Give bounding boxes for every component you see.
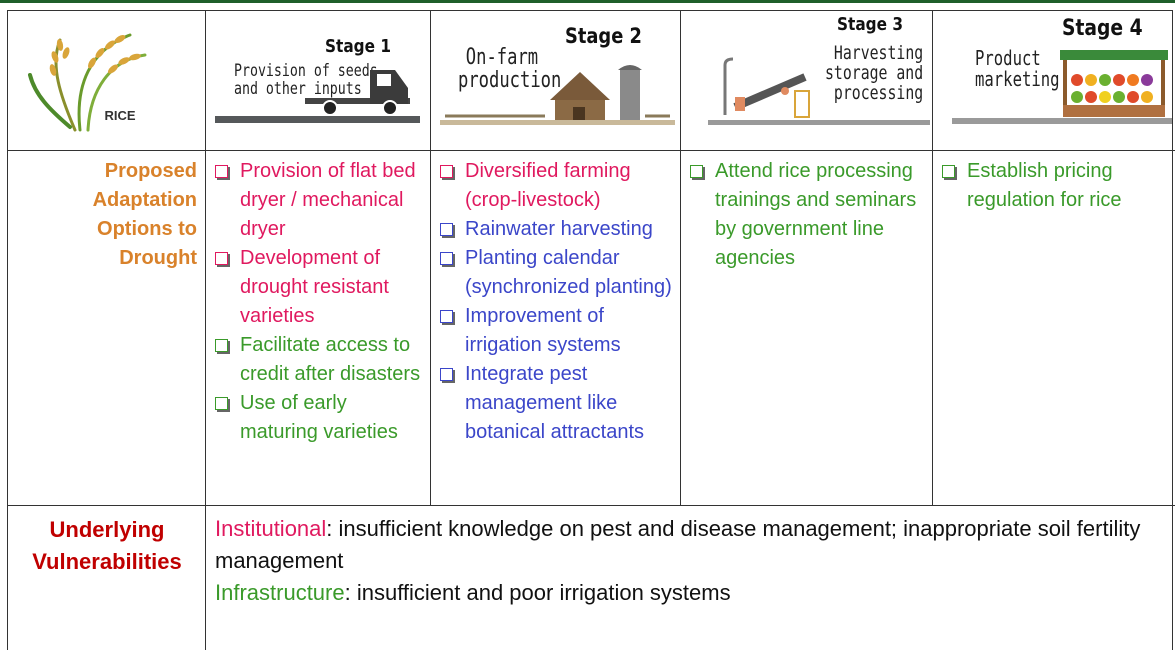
option-text: Attend rice processing trainings and sem…	[715, 160, 917, 269]
option-text: Rainwater harvesting	[465, 218, 653, 240]
road	[215, 116, 420, 123]
stage-title: Harvesting storage and processing	[825, 42, 924, 104]
option-item: Planting calendar (synchronized planting…	[438, 244, 678, 302]
option-item: Rainwater harvesting	[438, 215, 678, 244]
stage-title-line: On-farm	[465, 45, 539, 70]
option-text: Facilitate access to credit after disast…	[240, 334, 421, 385]
stage-label: Stage 1	[325, 36, 391, 57]
checkbox	[942, 165, 955, 178]
option-list: Diversified farming (crop-livestock) Rain…	[438, 157, 678, 447]
column-divider	[680, 10, 681, 505]
vulnerability-detail: : insufficient knowledge on pest and dis…	[215, 516, 1141, 573]
vulnerability-item: Institutional: insufficient knowledge on…	[215, 513, 1165, 577]
stage-title: On-farm production	[458, 46, 561, 92]
column-divider	[932, 10, 933, 505]
column-divider	[430, 10, 431, 505]
stage-label: Stage 2	[565, 24, 642, 48]
rice-logo: RICE	[28, 33, 147, 132]
option-item: Provision of flat bed dryer / mechanical…	[213, 157, 428, 244]
option-list: Provision of flat bed dryer / mechanical…	[213, 157, 428, 447]
option-item: Establish pricing regulation for rice	[940, 157, 1170, 215]
option-text: Development of drought resistant varieti…	[240, 247, 389, 327]
checkbox	[690, 165, 703, 178]
stage-title-line: Product	[975, 46, 1041, 70]
stage-title-line: Provision of seeds	[234, 61, 378, 81]
checkbox	[440, 223, 453, 236]
option-list: Establish pricing regulation for rice	[940, 157, 1170, 215]
market-stand-icon	[1060, 50, 1168, 117]
road	[952, 118, 1172, 124]
vulnerability-text: Institutional: insufficient knowledge on…	[215, 513, 1165, 609]
row-divider	[7, 505, 1175, 506]
stage-label: Stage 4	[1062, 16, 1143, 41]
option-text: Diversified farming (crop-livestock)	[465, 160, 631, 211]
checkbox	[215, 165, 228, 178]
table-frame	[7, 10, 1173, 650]
checkbox	[215, 252, 228, 265]
checkbox	[215, 397, 228, 410]
option-list: Attend rice processing trainings and sem…	[688, 157, 928, 273]
option-item: Diversified farming (crop-livestock)	[438, 157, 678, 215]
vulnerability-item: Infrastructure: insufficient and poor ir…	[215, 577, 1165, 609]
option-text: Integrate pest management like botanical…	[465, 363, 644, 443]
vulnerability-category: Infrastructure	[215, 580, 345, 605]
row-label: Underlying Vulnerabilities	[32, 517, 182, 574]
option-text: Use of early maturing varieties	[240, 392, 398, 443]
processing-icon	[723, 57, 810, 118]
checkbox	[215, 339, 228, 352]
stage-title-line: and other inputs	[234, 78, 362, 99]
checkbox	[440, 165, 453, 178]
truck-icon	[305, 70, 410, 116]
checkbox	[440, 368, 453, 381]
road	[708, 120, 930, 125]
option-text: Establish pricing regulation for rice	[967, 160, 1122, 211]
option-item: Improvement of irrigation systems	[438, 302, 678, 360]
row-label: Proposed Adaptation Options to Drought	[92, 160, 197, 269]
option-text: Provision of flat bed dryer / mechanical…	[240, 160, 416, 240]
option-item: Integrate pest management like botanical…	[438, 360, 678, 447]
stage-title: Product marketing	[975, 48, 1060, 90]
farm-icon	[445, 65, 670, 122]
option-item: Attend rice processing trainings and sem…	[688, 157, 928, 273]
stage-title-line: production	[458, 68, 562, 94]
stage-label: Stage 3	[837, 14, 903, 35]
vulnerability-category: Institutional	[215, 516, 327, 541]
checkbox	[440, 252, 453, 265]
row-divider	[7, 150, 1175, 151]
stage-title-line: storage and	[825, 61, 924, 84]
column-divider	[205, 10, 206, 650]
option-item: Development of drought resistant varieti…	[213, 244, 428, 331]
stage-title: Provision of seeds and other inputs	[234, 61, 378, 99]
option-text: Planting calendar (synchronized planting…	[465, 247, 672, 298]
stage-title-line: marketing	[975, 67, 1060, 91]
stage-title-line: Harvesting	[833, 42, 924, 64]
stage-title-line: processing	[833, 81, 924, 104]
checkbox	[440, 310, 453, 323]
top-bar	[0, 0, 1175, 3]
road	[440, 120, 675, 125]
option-item: Facilitate access to credit after disast…	[213, 331, 428, 389]
option-item: Use of early maturing varieties	[213, 389, 428, 447]
logo-label: RICE	[104, 108, 135, 123]
option-text: Improvement of irrigation systems	[465, 305, 621, 356]
vulnerability-detail: : insufficient and poor irrigation syste…	[344, 580, 731, 605]
